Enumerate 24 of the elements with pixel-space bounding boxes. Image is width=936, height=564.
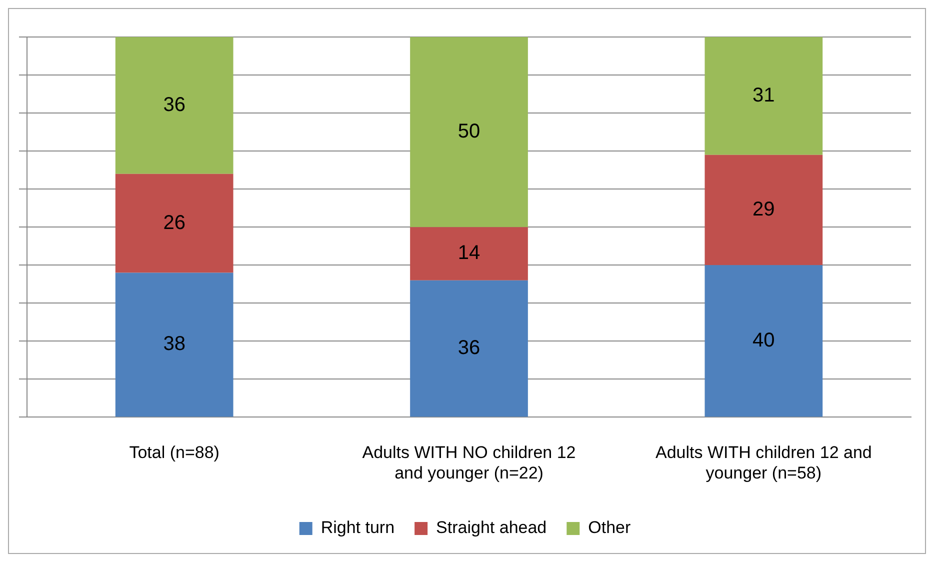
bar: [115, 272, 234, 417]
data-label: 26: [163, 212, 186, 234]
bar: [410, 37, 528, 228]
x-tick-label: Adults WITH NO children 12 and younger (n=22): [362, 443, 576, 482]
legend-label: Right turn: [320, 518, 395, 538]
legend-label: Straight ahead: [436, 518, 547, 538]
legend-label: Other: [588, 518, 631, 538]
data-label: 40: [752, 329, 775, 352]
data-label: 29: [752, 198, 775, 221]
bar: [410, 280, 528, 417]
bar: [704, 265, 823, 417]
x-tick-label: Adults WITH children 12 and younger (n=58): [655, 443, 872, 482]
bar: [115, 37, 234, 174]
data-label: 31: [752, 84, 775, 106]
data-label: 50: [458, 120, 480, 143]
data-label: 36: [163, 94, 186, 116]
x-tick-label: Total (n=88): [129, 443, 220, 462]
data-label: 14: [458, 242, 480, 264]
bar: [410, 227, 528, 280]
bar: [704, 37, 823, 155]
data-label: 38: [163, 333, 186, 356]
data-label: 36: [458, 337, 480, 360]
bar: [115, 174, 234, 273]
bar: [704, 154, 823, 266]
